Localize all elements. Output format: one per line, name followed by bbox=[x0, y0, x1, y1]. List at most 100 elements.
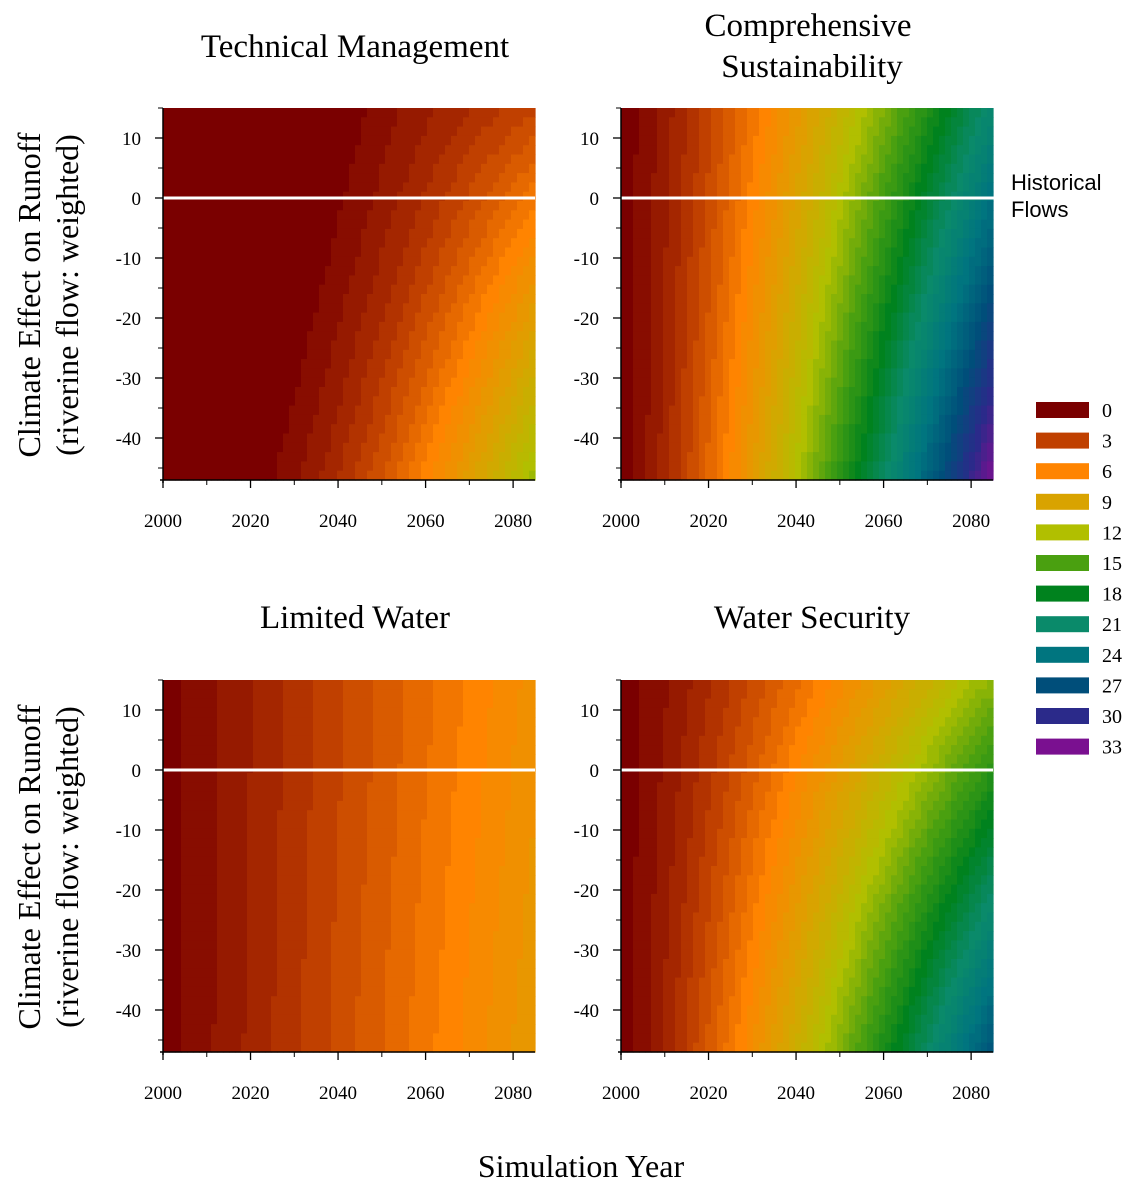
heatmap-cell bbox=[891, 405, 898, 416]
heatmap-cell bbox=[271, 117, 278, 128]
heatmap-cell bbox=[789, 163, 796, 174]
heatmap-cell bbox=[475, 117, 482, 128]
heatmap-cell bbox=[301, 154, 308, 165]
heatmap-cell bbox=[517, 154, 524, 165]
heatmap-cell bbox=[337, 201, 344, 211]
heatmap-cell bbox=[705, 117, 712, 128]
heatmap-cell bbox=[445, 256, 452, 267]
heatmap-cell bbox=[439, 173, 446, 183]
heatmap-cell bbox=[897, 219, 904, 230]
heatmap-cell bbox=[199, 145, 206, 156]
heatmap-cell bbox=[331, 461, 338, 472]
heatmap-cell bbox=[415, 117, 422, 128]
heatmap-cell bbox=[271, 405, 278, 416]
heatmap-cell bbox=[217, 424, 224, 435]
heatmap-cell bbox=[403, 303, 410, 314]
heatmap-cell bbox=[693, 331, 700, 342]
heatmap-cell bbox=[313, 470, 320, 481]
heatmap-cell bbox=[633, 312, 640, 323]
heatmap-cell bbox=[693, 256, 700, 267]
heatmap-cell bbox=[927, 117, 934, 128]
heatmap-cell bbox=[313, 424, 320, 435]
heatmap-cell bbox=[271, 321, 278, 332]
heatmap-cell bbox=[451, 256, 458, 267]
heatmap-cell bbox=[337, 359, 344, 369]
heatmap-cell bbox=[259, 452, 266, 462]
heatmap-cell bbox=[639, 182, 646, 193]
heatmap-cell bbox=[771, 452, 778, 462]
heatmap-cell bbox=[723, 331, 730, 342]
heatmap-cell bbox=[771, 405, 778, 416]
heatmap-cell bbox=[909, 266, 916, 276]
heatmap-cell bbox=[741, 284, 748, 295]
heatmap-cell bbox=[373, 182, 380, 193]
heatmap-cell bbox=[855, 256, 862, 267]
heatmap-cell bbox=[681, 377, 688, 388]
heatmap-cell bbox=[987, 135, 994, 146]
heatmap-cell bbox=[223, 163, 230, 174]
heatmap-cell bbox=[475, 433, 482, 444]
heatmap-cell bbox=[651, 331, 658, 342]
heatmap-cell bbox=[801, 238, 808, 249]
heatmap-cell bbox=[361, 284, 368, 295]
heatmap-cell bbox=[981, 275, 988, 286]
heatmap-cell bbox=[403, 135, 410, 146]
heatmap-cell bbox=[259, 312, 266, 323]
heatmap-cell bbox=[873, 163, 880, 174]
heatmap-cell bbox=[657, 154, 664, 165]
heatmap-cell bbox=[687, 442, 694, 453]
heatmap-cell bbox=[903, 256, 910, 267]
heatmap-cell bbox=[687, 210, 694, 221]
heatmap-cell bbox=[873, 173, 880, 183]
heatmap-cell bbox=[831, 359, 838, 369]
heatmap-cell bbox=[289, 442, 296, 453]
heatmap-cell bbox=[361, 331, 368, 342]
heatmap-cell bbox=[711, 405, 718, 416]
heatmap-cell bbox=[493, 377, 500, 388]
heatmap-cell bbox=[493, 387, 500, 397]
heatmap-cell bbox=[319, 238, 326, 249]
heatmap-cell bbox=[645, 442, 652, 453]
heatmap-cell bbox=[747, 321, 754, 332]
heatmap-cell bbox=[223, 303, 230, 314]
heatmap-cell bbox=[271, 182, 278, 193]
heatmap-cell bbox=[355, 433, 362, 444]
heatmap-cell bbox=[675, 182, 682, 193]
heatmap-cell bbox=[523, 349, 530, 360]
heatmap-cell bbox=[529, 303, 536, 314]
heatmap-cell bbox=[951, 154, 958, 165]
heatmap-cell bbox=[921, 135, 928, 146]
heatmap-cell bbox=[915, 461, 922, 472]
heatmap-cell bbox=[265, 182, 272, 193]
heatmap-cell bbox=[307, 359, 314, 369]
heatmap-cell bbox=[493, 275, 500, 286]
heatmap-cell bbox=[837, 414, 844, 425]
heatmap-cell bbox=[313, 452, 320, 462]
heatmap-cell bbox=[693, 247, 700, 258]
heatmap-cell bbox=[729, 210, 736, 221]
heatmap-cell bbox=[415, 163, 422, 174]
heatmap-cell bbox=[951, 368, 958, 379]
heatmap-cell bbox=[915, 405, 922, 416]
heatmap-cell bbox=[469, 108, 476, 118]
heatmap-cell bbox=[205, 219, 212, 230]
heatmap-cell bbox=[945, 349, 952, 360]
heatmap-cell bbox=[921, 414, 928, 425]
heatmap-cell bbox=[711, 256, 718, 267]
heatmap-cell bbox=[873, 461, 880, 472]
heatmap-cell bbox=[301, 377, 308, 388]
heatmap-cell bbox=[633, 173, 640, 183]
heatmap-cell bbox=[481, 210, 488, 221]
heatmap-cell bbox=[921, 433, 928, 444]
heatmap-cell bbox=[939, 275, 946, 286]
heatmap-cell bbox=[801, 442, 808, 453]
heatmap-cell bbox=[403, 284, 410, 295]
heatmap-cell bbox=[271, 154, 278, 165]
heatmap-cell bbox=[753, 414, 760, 425]
heatmap-cell bbox=[481, 163, 488, 174]
heatmap-cell bbox=[409, 452, 416, 462]
heatmap-cell bbox=[945, 238, 952, 249]
heatmap-cell bbox=[777, 340, 784, 351]
heatmap-cell bbox=[825, 433, 832, 444]
heatmap-cell bbox=[849, 340, 856, 351]
